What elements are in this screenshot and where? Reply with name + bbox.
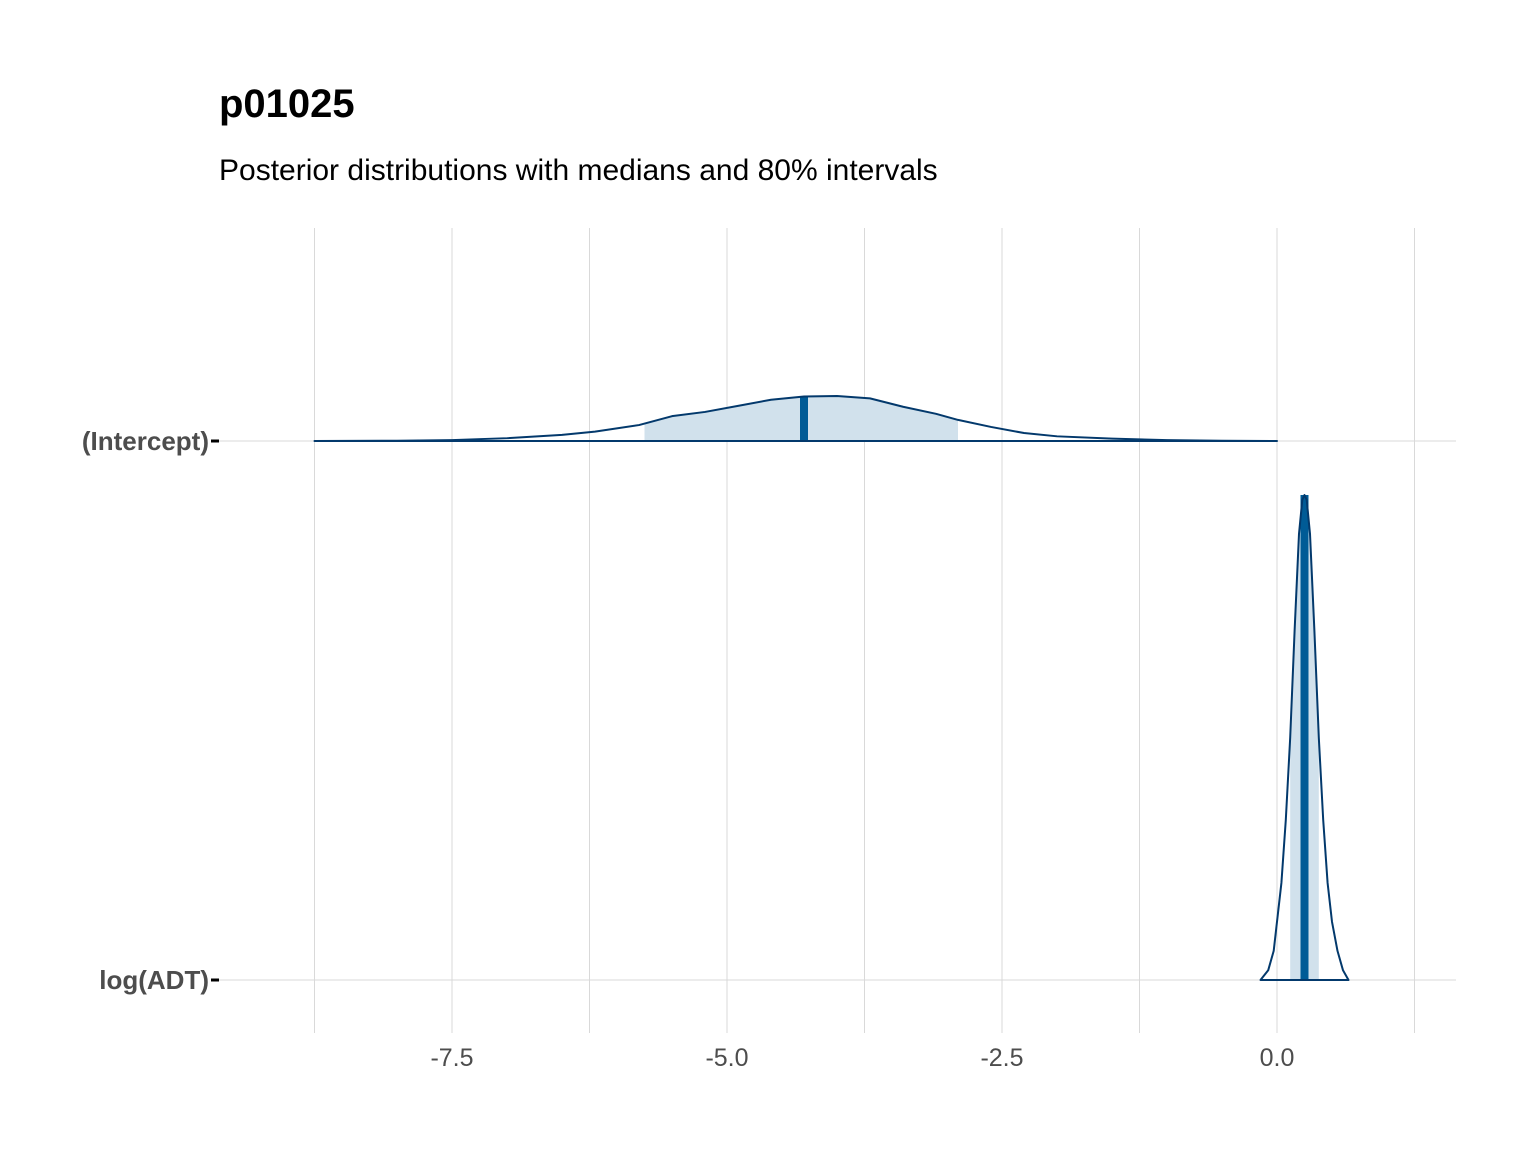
y-category-label: (Intercept) bbox=[82, 426, 209, 456]
y-category-label: log(ADT) bbox=[99, 965, 209, 995]
x-tick-label: 0.0 bbox=[1260, 1044, 1295, 1072]
axes: -7.5 -5.0 -2.5 0.0 (Intercept) log(ADT) bbox=[82, 426, 1295, 1072]
grid-lines bbox=[219, 228, 1456, 1033]
chart-subtitle: Posterior distributions with medians and… bbox=[219, 154, 938, 187]
density-areas bbox=[313, 395, 1350, 981]
chart-title: p01025 bbox=[219, 82, 355, 126]
density-outline bbox=[1259, 494, 1350, 981]
density-outline bbox=[313, 395, 1278, 442]
x-tick-label: -7.5 bbox=[430, 1044, 473, 1072]
x-tick-label: -5.0 bbox=[705, 1044, 748, 1072]
x-tick-label: -2.5 bbox=[980, 1044, 1023, 1072]
